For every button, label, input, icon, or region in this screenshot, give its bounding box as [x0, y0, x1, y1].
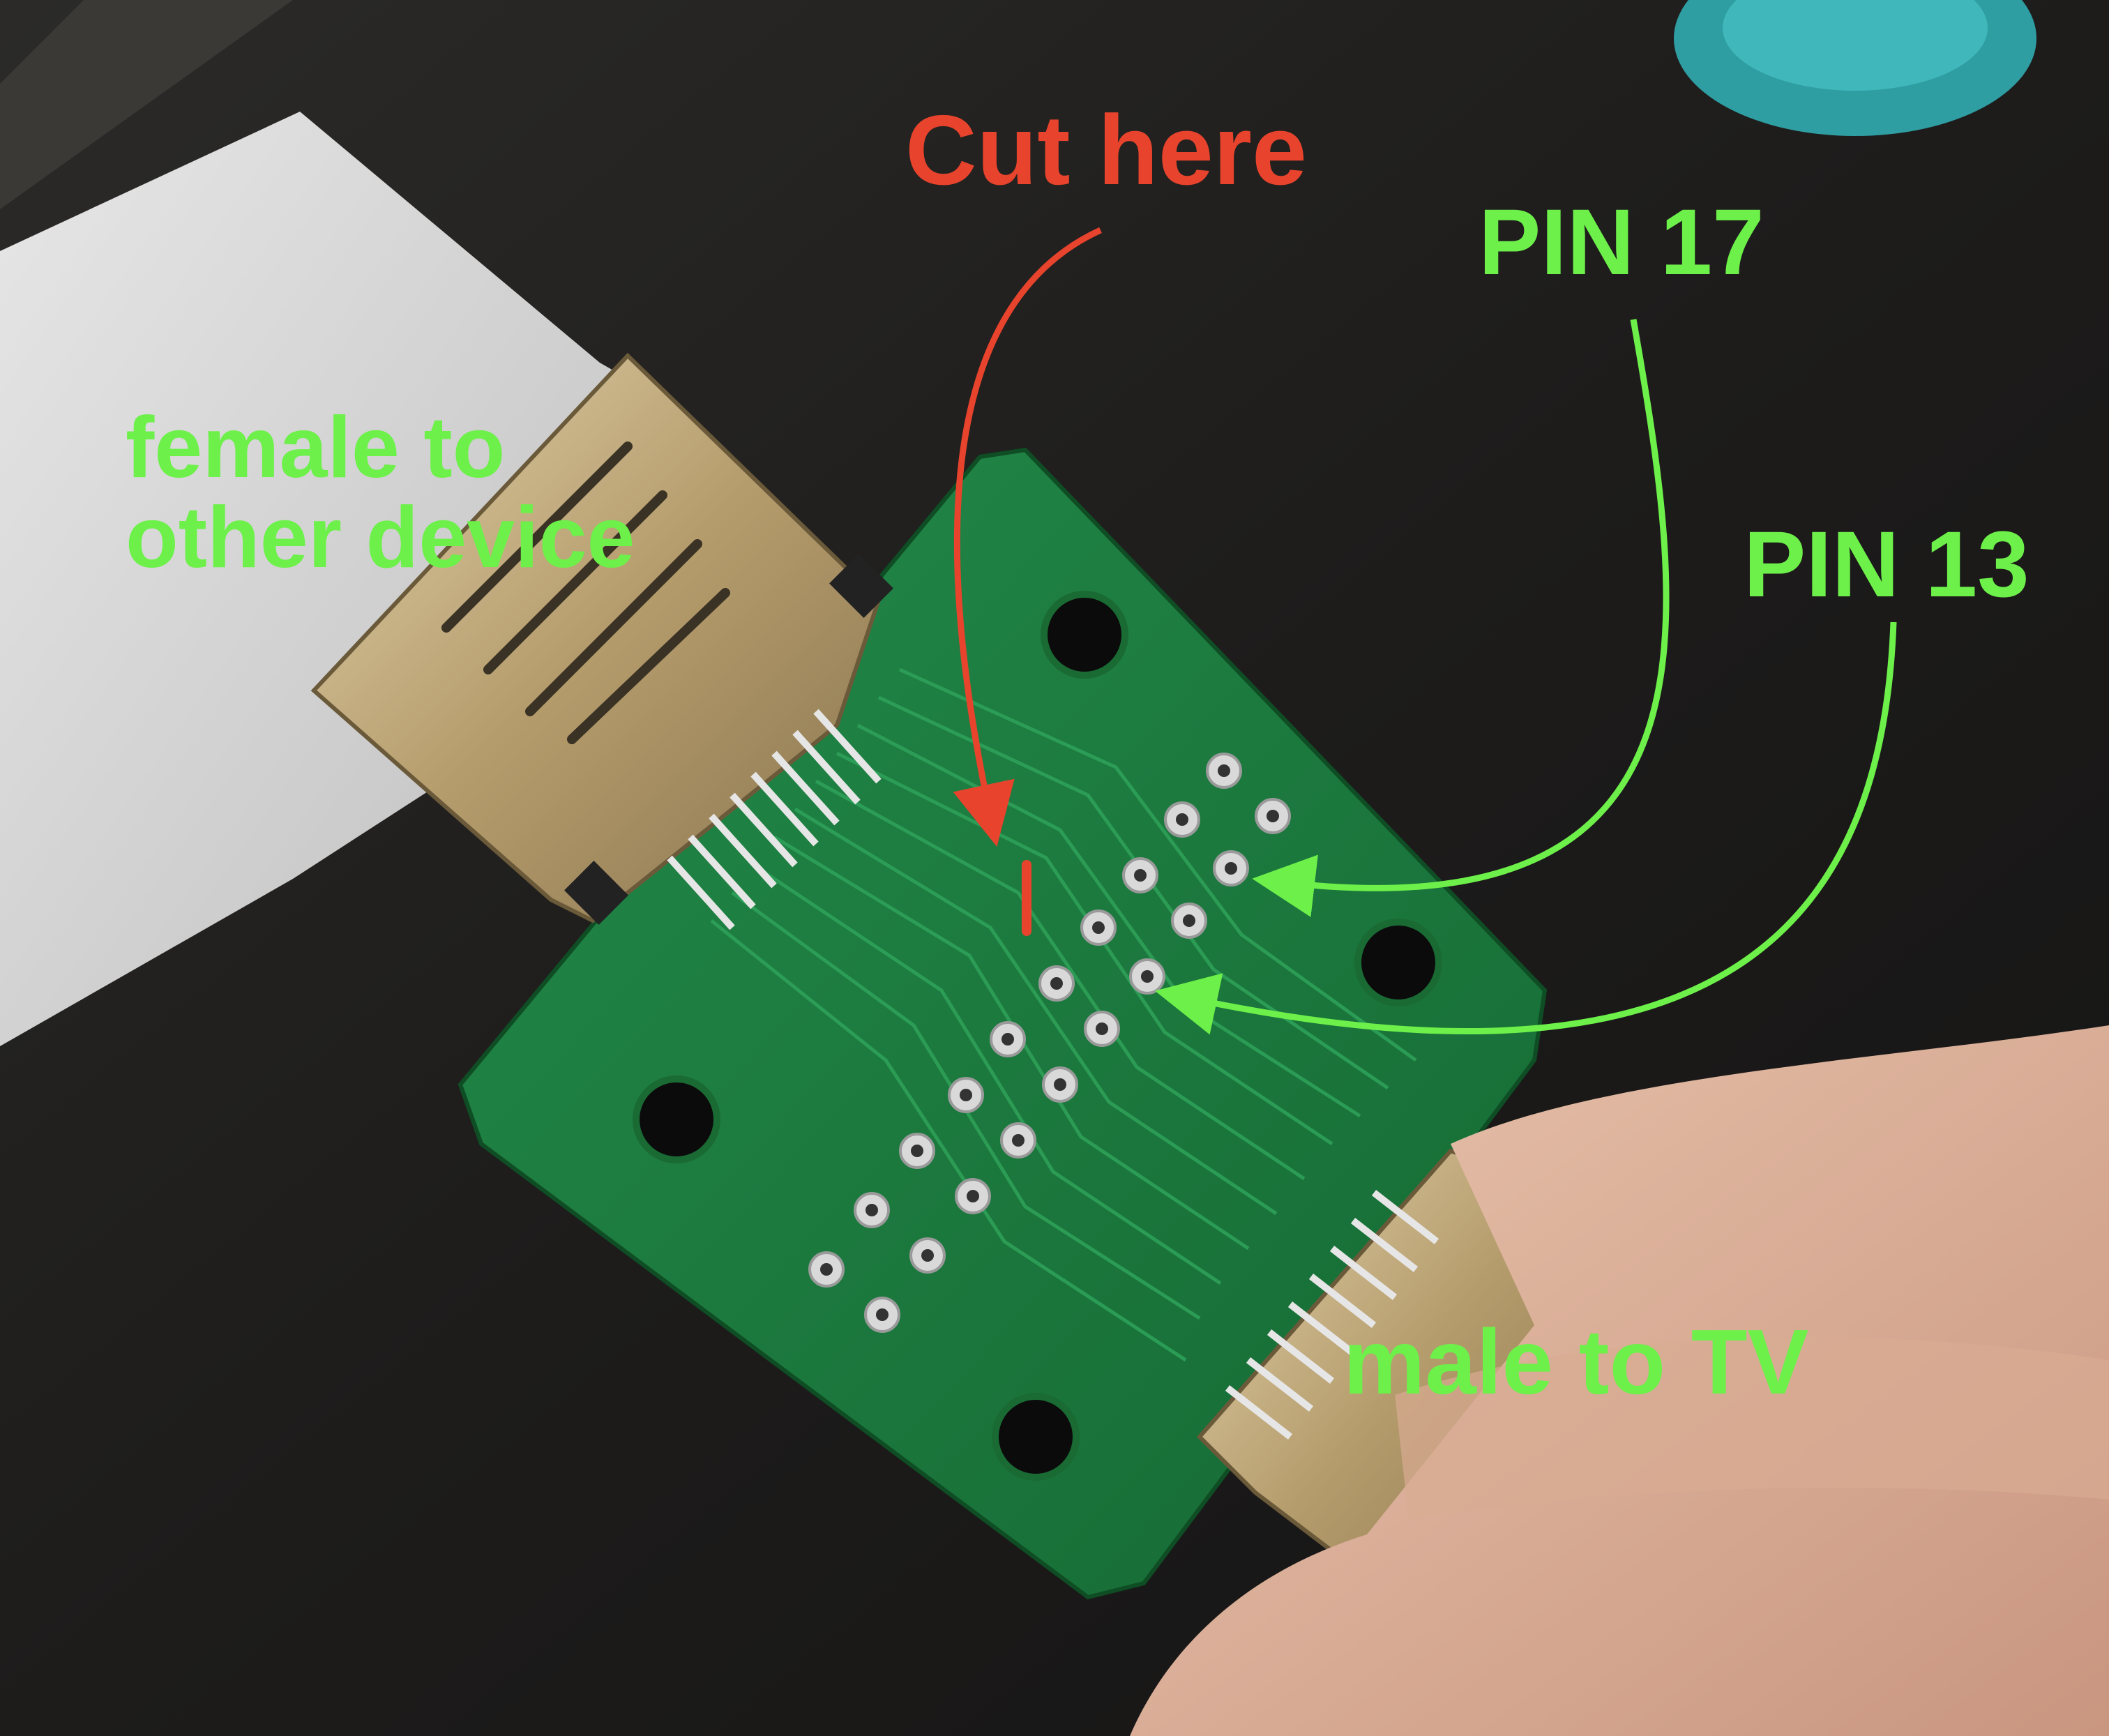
- male-connector-label: male to TV: [1343, 1311, 1809, 1413]
- cut-here-arrow: [953, 227, 1102, 847]
- pin-13-arrow: [1154, 621, 1897, 1035]
- female-label-line-2: other device: [126, 489, 635, 586]
- pin-17-label: PIN 17: [1479, 190, 1764, 294]
- pcb-board: [458, 447, 1548, 1600]
- cut-here-label: Cut here: [905, 95, 1307, 206]
- laptop-surface: [0, 112, 649, 1046]
- laptop-edge: [0, 0, 293, 209]
- mug-rim: [1723, 0, 1988, 91]
- female-label-line-1: female to: [126, 400, 506, 496]
- pin-17-arrow: [1252, 319, 1670, 917]
- thumb: [1130, 1025, 2109, 1736]
- female-hdmi-connector: [310, 352, 893, 930]
- female-connector-label: female to other device: [126, 403, 635, 583]
- pin-13-label: PIN 13: [1744, 513, 2029, 617]
